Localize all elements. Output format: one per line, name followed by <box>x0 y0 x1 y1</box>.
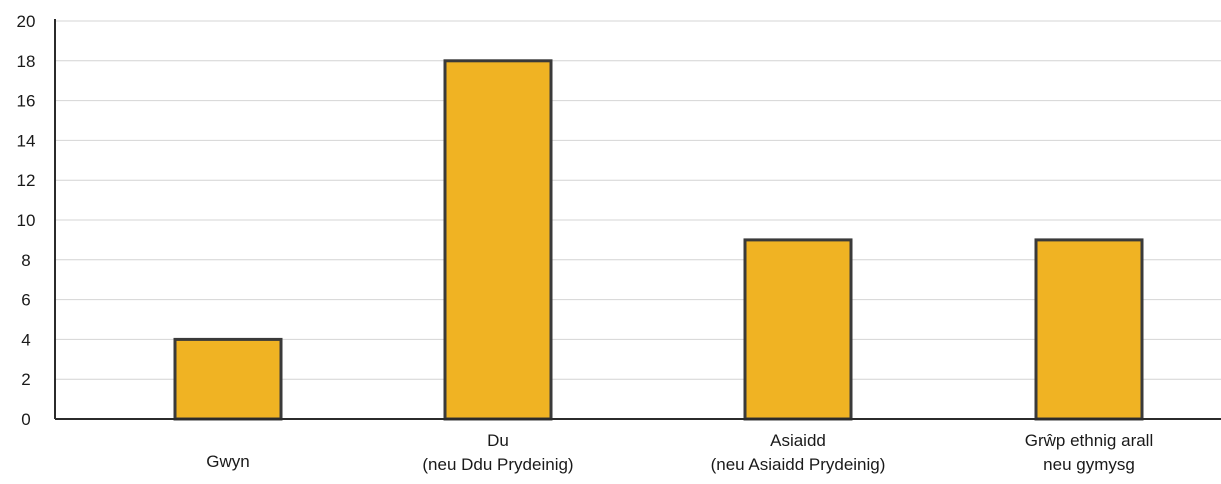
category-label: Asiaidd <box>770 431 826 450</box>
y-tick-label: 4 <box>21 330 30 349</box>
y-tick-label: 0 <box>21 410 30 429</box>
y-axis-ticks: 0 2 4 6 8 10 12 14 16 18 20 <box>17 12 36 429</box>
category-label: Gwyn <box>206 452 249 471</box>
y-tick-label: 20 <box>17 12 36 31</box>
x-axis-labels: Gwyn Du (neu Ddu Prydeinig) Asiaidd (neu Asi… <box>206 431 1153 474</box>
y-tick-label: 6 <box>21 291 30 310</box>
category-label: (neu Ddu Prydeinig) <box>422 455 573 474</box>
bar-2 <box>743 238 853 421</box>
bar-3 <box>1034 238 1144 421</box>
y-tick-label: 10 <box>17 211 36 230</box>
y-tick-label: 18 <box>17 52 36 71</box>
y-tick-label: 8 <box>21 251 30 270</box>
category-label: Grŵp ethnig arall <box>1025 431 1154 450</box>
bar-1 <box>443 59 553 421</box>
category-label: (neu Asiaidd Prydeinig) <box>711 455 886 474</box>
y-tick-label: 16 <box>17 92 36 111</box>
category-label: Du <box>487 431 509 450</box>
y-tick-label: 12 <box>17 171 36 190</box>
bar-0 <box>173 337 283 421</box>
bars <box>173 59 1144 421</box>
category-label: neu gymysg <box>1043 455 1135 474</box>
y-tick-label: 14 <box>17 131 36 150</box>
y-tick-label: 2 <box>21 370 30 389</box>
